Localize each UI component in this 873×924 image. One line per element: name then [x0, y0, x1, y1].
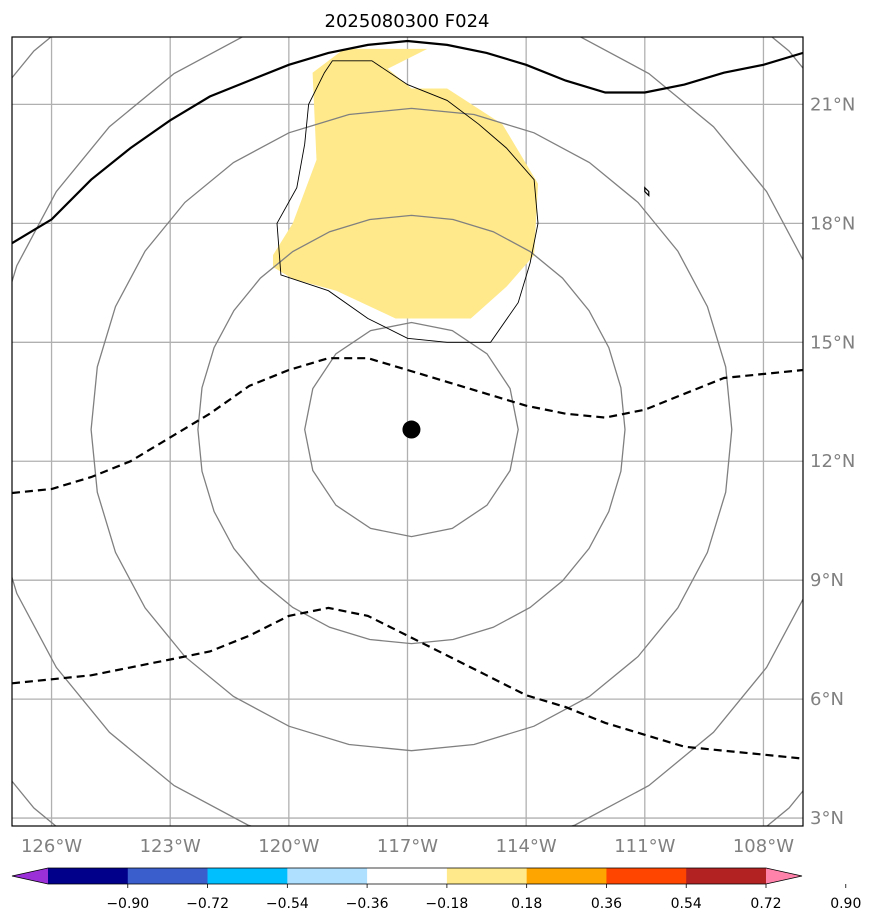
- lat-tick-label: 3°N: [810, 808, 844, 829]
- range-circle: [197, 214, 626, 645]
- range-circle: [304, 321, 519, 538]
- solid-contour-line: [12, 39, 803, 245]
- lat-tick-label: 9°N: [810, 570, 844, 591]
- lon-tick-label: 117°W: [377, 836, 438, 857]
- colorbar-tick-label: 0.54: [671, 896, 702, 912]
- colorbar-tick-label: 0.36: [591, 896, 622, 912]
- colorbar-segment: [526, 868, 607, 884]
- plot-frame: [11, 36, 804, 827]
- lat-tick-label: 18°N: [810, 213, 855, 234]
- colorbar-segment: [606, 868, 687, 884]
- colorbar-tick-label: −0.54: [266, 896, 309, 912]
- longitude-tick-labels: 126°W 123°W 120°W 117°W 114°W 111°W 108°W: [21, 836, 794, 857]
- lat-tick-label: 12°N: [810, 451, 855, 472]
- colorbar-tick-label: 0.72: [750, 896, 781, 912]
- lat-tick-label: 6°N: [810, 689, 844, 710]
- colorbar-segment: [127, 868, 209, 884]
- lon-tick-label: 126°W: [21, 836, 82, 857]
- colorbar-tick-label: −0.72: [186, 896, 229, 912]
- colorbar-segment: [446, 868, 528, 884]
- colorbar-extend-low: [12, 868, 48, 884]
- shaded-region: [273, 48, 538, 319]
- storm-center-point: [402, 420, 421, 439]
- colorbar-segment: [207, 868, 288, 884]
- colorbar-tick-label: 0.18: [511, 896, 542, 912]
- dashed-contour-line-north: [12, 357, 803, 495]
- lon-tick-label: 108°W: [733, 836, 794, 857]
- colorbar-tick-label: −0.90: [106, 896, 149, 912]
- dashed-contour-line-south: [12, 606, 803, 760]
- lon-tick-label: 120°W: [258, 836, 319, 857]
- lat-tick-label: 21°N: [810, 94, 855, 115]
- lon-tick-label: 123°W: [140, 836, 201, 857]
- lon-tick-label: 111°W: [614, 836, 675, 857]
- chart-title: 2025080300 F024: [325, 11, 490, 32]
- latitude-tick-labels: 3°N 6°N 9°N 12°N 15°N 18°N 21°N: [810, 94, 855, 829]
- colorbar-segment: [287, 868, 368, 884]
- colorbar-extend-high: [766, 868, 802, 884]
- contour-lines: [12, 39, 803, 760]
- colorbar-outline: [11, 867, 803, 885]
- lon-tick-label: 114°W: [496, 836, 557, 857]
- range-circle: [90, 107, 733, 752]
- colorbar-tick-label: 0.90: [830, 896, 861, 912]
- shaded-contour-layer: [273, 48, 538, 319]
- range-circle: [12, 37, 803, 826]
- small-island-contour: [644, 186, 650, 198]
- colorbar-tick-label: −0.36: [346, 896, 389, 912]
- colorbar-segment: [686, 868, 767, 884]
- thin-contour-line: [276, 60, 539, 343]
- colorbar-segment: [48, 868, 129, 884]
- colorbar-segment: [367, 868, 448, 884]
- colorbar-tick-label: −0.18: [425, 896, 468, 912]
- center-point-layer: [402, 420, 421, 439]
- colorbar: −0.90 −0.72 −0.54 −0.36 −0.18 0.18 0.36 0.54 0.7…: [11, 867, 861, 912]
- lat-tick-label: 15°N: [810, 332, 855, 353]
